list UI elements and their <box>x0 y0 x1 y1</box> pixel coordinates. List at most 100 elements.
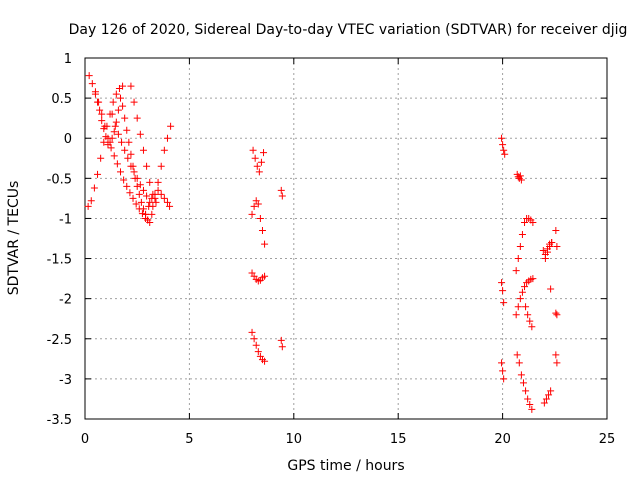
x-tick-label: 20 <box>494 432 511 447</box>
data-point <box>154 186 162 194</box>
series-arc-early-6 <box>148 122 175 218</box>
y-tick-label: -2 <box>59 293 72 308</box>
data-point <box>90 184 98 192</box>
data-point <box>251 154 259 162</box>
data-point <box>552 226 560 234</box>
y-tick-label: -1.5 <box>47 253 72 268</box>
data-point <box>258 226 266 234</box>
data-point <box>499 141 507 149</box>
data-point <box>513 351 521 359</box>
data-point <box>512 267 520 275</box>
data-point <box>124 154 132 162</box>
data-point <box>529 275 537 283</box>
data-point <box>88 80 96 88</box>
data-point <box>96 106 104 114</box>
data-point <box>546 243 554 251</box>
data-point <box>517 176 525 184</box>
data-point <box>146 198 154 206</box>
data-point <box>254 348 262 356</box>
series-arc-21h-b <box>512 214 537 275</box>
data-point <box>540 399 548 407</box>
data-point <box>133 174 141 182</box>
data-point <box>543 248 551 256</box>
data-point <box>135 190 143 198</box>
data-point <box>110 128 118 136</box>
data-point <box>111 122 119 130</box>
data-point <box>257 158 265 166</box>
x-tick-label: 10 <box>286 432 303 447</box>
data-point <box>529 218 537 226</box>
data-point <box>522 387 530 395</box>
data-point <box>160 146 168 154</box>
data-point <box>552 309 560 317</box>
data-point <box>123 182 131 190</box>
data-point <box>100 125 108 133</box>
data-point <box>552 351 560 359</box>
series-arc-21h-e <box>522 303 536 331</box>
y-tick-label: 0.5 <box>51 92 72 107</box>
chart-title: Day 126 of 2020, Sidereal Day-to-day VTE… <box>69 22 628 38</box>
data-point <box>91 90 99 98</box>
data-point <box>116 168 124 176</box>
data-point <box>514 303 522 311</box>
data-point <box>541 255 549 263</box>
data-point <box>521 283 529 291</box>
series-arc-8h-c <box>248 269 269 285</box>
data-point <box>97 154 105 162</box>
data-point <box>256 214 264 222</box>
y-tick-label: -2.5 <box>47 333 72 348</box>
y-tick-label: 0 <box>64 132 72 147</box>
data-point <box>119 82 127 90</box>
data-point <box>120 176 128 184</box>
series-arc-early-4 <box>108 110 157 210</box>
series-arc-9h <box>277 186 286 351</box>
data-point <box>248 328 256 336</box>
x-tick-label: 15 <box>390 432 407 447</box>
x-tick-label: 25 <box>599 432 616 447</box>
data-point <box>139 205 147 213</box>
data-point <box>547 387 555 395</box>
data-point <box>139 186 147 194</box>
data-point <box>108 110 116 118</box>
data-point <box>116 94 124 102</box>
data-point <box>130 168 138 176</box>
data-point <box>261 240 269 248</box>
data-point <box>545 391 553 399</box>
data-point <box>94 98 102 106</box>
data-point <box>113 160 121 168</box>
y-tick-label: -3.5 <box>47 413 72 428</box>
data-point <box>157 190 165 198</box>
series-arc-21h-a <box>513 170 525 184</box>
data-point <box>127 162 135 170</box>
data-point <box>260 149 268 157</box>
series-arc-20h-c <box>498 359 508 383</box>
data-point <box>501 150 509 158</box>
data-point <box>526 317 534 325</box>
data-point <box>106 138 114 146</box>
data-point <box>526 401 534 409</box>
data-point <box>85 72 93 80</box>
data-point <box>126 189 134 197</box>
data-point <box>133 182 141 190</box>
data-point <box>517 371 525 379</box>
y-tick-label: 1 <box>64 52 72 67</box>
data-point <box>516 295 524 303</box>
axis-ticks <box>84 57 608 420</box>
data-point <box>539 247 547 255</box>
data-point <box>250 335 258 343</box>
data-point <box>524 311 532 319</box>
data-point <box>138 210 146 218</box>
data-point <box>547 285 555 293</box>
data-point <box>110 152 118 160</box>
data-point <box>127 82 135 90</box>
data-point <box>253 162 261 170</box>
data-point <box>152 198 160 206</box>
data-point <box>499 287 507 295</box>
data-point <box>254 200 262 208</box>
data-point <box>102 133 110 141</box>
data-point <box>248 210 256 218</box>
data-point <box>114 106 122 114</box>
series-arc-20h-a <box>498 134 509 158</box>
data-point <box>553 311 561 319</box>
data-point <box>146 178 154 186</box>
